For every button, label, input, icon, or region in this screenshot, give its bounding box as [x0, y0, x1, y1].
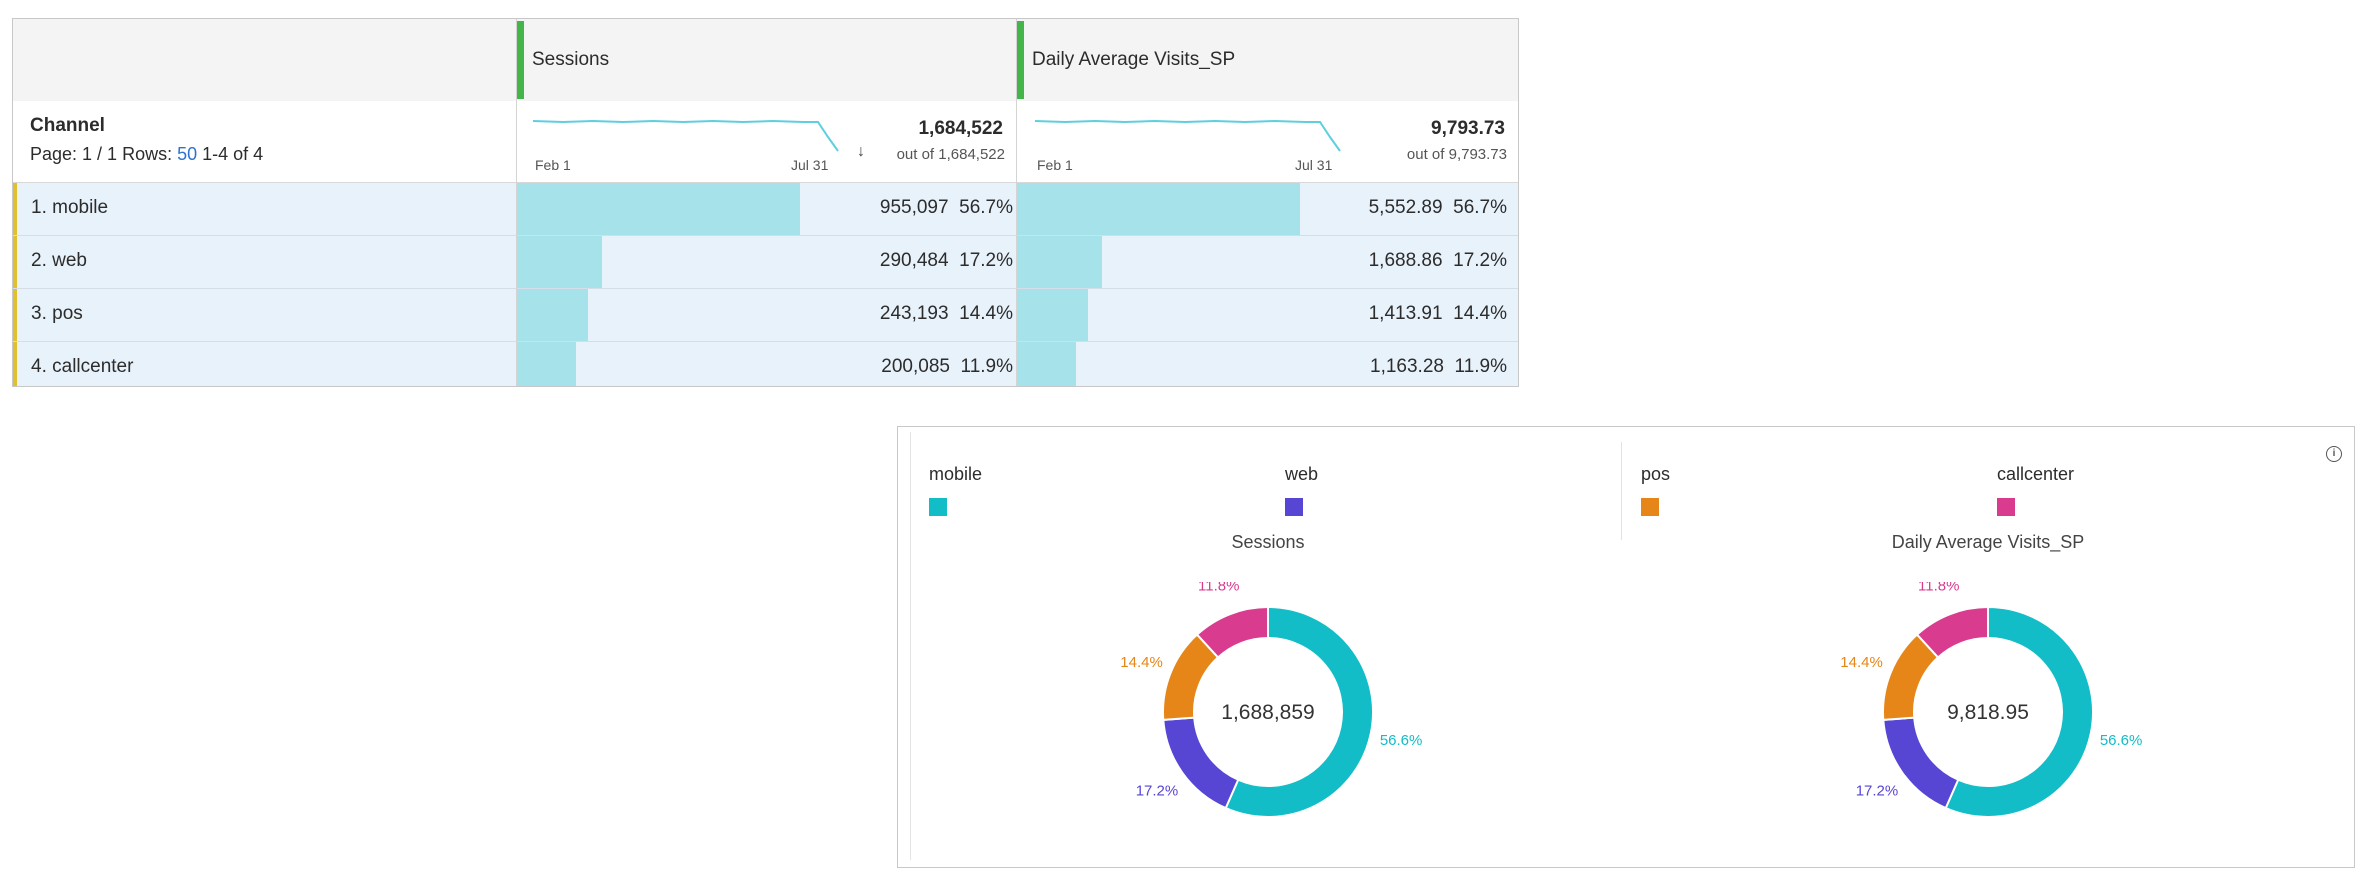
visits-bar	[1016, 236, 1102, 288]
row-selection-indicator	[13, 183, 17, 235]
donut-visualization-panel: mobile web pos callcenter i Sessions Dai…	[897, 426, 2355, 868]
sparkline-end-date: Jul 31	[791, 157, 829, 173]
table-row[interactable]: 1. mobile 955,097 56.7% 5,552.89 56.7%	[13, 183, 1518, 236]
sessions-bar	[516, 236, 602, 288]
page-label: Page: 1 / 1 Rows:	[30, 144, 173, 164]
visits-bar	[1016, 342, 1076, 386]
legend-item-mobile[interactable]: mobile	[911, 444, 1267, 534]
sparkline-start-date: Feb 1	[1037, 157, 1073, 173]
column-title: Sessions	[532, 49, 610, 70]
donut-slice-mobile[interactable]	[1944, 605, 2094, 818]
row-label[interactable]: 1. mobile	[31, 197, 109, 218]
donut-slice-callcenter[interactable]	[1915, 605, 1989, 659]
sessions-cell[interactable]: 200,085 11.9%	[881, 356, 1013, 377]
donut-slice-mobile[interactable]	[1224, 605, 1374, 818]
legend-label: mobile	[929, 464, 983, 484]
donut-center-total: 9,818.95	[1947, 701, 2029, 724]
slice-percent-label: 14.4%	[1120, 654, 1163, 671]
visits-bar	[1016, 289, 1088, 341]
column-header-sessions[interactable]: Sessions	[516, 19, 1016, 101]
table-row[interactable]: 3. pos 243,193 14.4% 1,413.91 14.4%	[13, 289, 1518, 342]
legend-label: pos	[1641, 464, 1671, 484]
sessions-total: 1,684,522	[918, 118, 1003, 139]
row-selection-indicator	[13, 236, 17, 288]
table-row[interactable]: 4. callcenter 200,085 11.9% 1,163.28 11.…	[13, 342, 1518, 386]
visits-total: 9,793.73	[1431, 118, 1505, 139]
visits-donut-chart: 56.6% 17.2% 14.4% 11.8% 9,818.95	[1840, 582, 2143, 818]
sessions-cell[interactable]: 290,484 17.2%	[879, 250, 1013, 271]
slice-percent-label: 11.8%	[1198, 582, 1239, 594]
sessions-donut-chart: 56.6% 17.2% 14.4% 11.8% 1,688,859	[1120, 582, 1423, 818]
row-label[interactable]: 4. callcenter	[31, 356, 134, 377]
pagination: Page: 1 / 1 Rows: 50 1-4 of 4	[30, 144, 263, 165]
column-divider	[516, 19, 517, 386]
slice-percent-label: 17.2%	[1856, 783, 1899, 800]
row-selection-indicator	[13, 342, 17, 386]
legend-swatch	[1641, 498, 1659, 516]
legend-swatch	[1997, 498, 2015, 516]
panel-content: mobile web pos callcenter i Sessions Dai…	[910, 432, 2347, 860]
sessions-cell[interactable]: 243,193 14.4%	[879, 303, 1013, 324]
sparkline-start-date: Feb 1	[535, 157, 571, 173]
donut-center-total: 1,688,859	[1221, 701, 1314, 724]
column-header-daily-average-visits[interactable]: Daily Average Visits_SP	[1016, 19, 1518, 101]
sessions-out-of: out of 1,684,522	[896, 146, 1005, 163]
visits-bar	[1016, 183, 1300, 235]
sort-descending-icon[interactable]: ↓	[857, 143, 865, 160]
sessions-bar	[516, 183, 800, 235]
row-range: 1-4 of 4	[202, 144, 264, 164]
rows-per-page-selector[interactable]: 50	[177, 144, 198, 164]
row-label[interactable]: 3. pos	[31, 303, 83, 324]
slice-percent-label: 11.8%	[1918, 582, 1959, 594]
legend-label: callcenter	[1997, 464, 2075, 484]
sparkline-end-date: Jul 31	[1295, 157, 1333, 173]
column-title: Daily Average Visits_SP	[1032, 49, 1236, 70]
dimension-title: Channel	[30, 115, 105, 136]
sessions-cell[interactable]: 955,097 56.7%	[879, 197, 1013, 218]
visits-sparkline	[1035, 119, 1341, 152]
visits-cell[interactable]: 1,413.91 14.4%	[1368, 303, 1507, 324]
visits-cell[interactable]: 1,688.86 17.2%	[1368, 250, 1507, 271]
sessions-bar	[516, 289, 588, 341]
info-icon[interactable]: i	[2326, 446, 2342, 462]
visits-cell[interactable]: 1,163.28 11.9%	[1370, 356, 1507, 377]
table-row[interactable]: 2. web 290,484 17.2% 1,688.86 17.2%	[13, 236, 1518, 289]
visits-out-of: out of 9,793.73	[1406, 146, 1507, 163]
column-divider	[1016, 19, 1017, 386]
legend-item-pos[interactable]: pos	[1623, 444, 1979, 534]
slice-percent-label: 17.2%	[1136, 783, 1179, 800]
chart-title-daily-average-visits: Daily Average Visits_SP	[1891, 532, 2085, 552]
slice-percent-label: 56.6%	[2100, 732, 2143, 749]
chart-title-sessions: Sessions	[1231, 532, 1305, 552]
summary-row: Channel Page: 1 / 1 Rows: 50 1-4 of 4 Fe…	[13, 101, 1518, 183]
slice-percent-label: 56.6%	[1380, 732, 1423, 749]
sessions-sparkline	[533, 119, 839, 152]
legend-item-web[interactable]: web	[1267, 444, 1623, 534]
legend-swatch	[929, 498, 947, 516]
freeform-table: Sessions Daily Average Visits_SP Channel…	[12, 18, 1519, 387]
legend-divider	[1621, 442, 1622, 540]
slice-percent-label: 14.4%	[1840, 654, 1883, 671]
legend-label: web	[1285, 464, 1319, 484]
row-selection-indicator	[13, 289, 17, 341]
row-label[interactable]: 2. web	[31, 250, 87, 271]
legend-swatch	[1285, 498, 1303, 516]
column-drag-handle[interactable]	[1016, 21, 1024, 99]
visits-cell[interactable]: 5,552.89 56.7%	[1368, 197, 1507, 218]
column-drag-handle[interactable]	[516, 21, 524, 99]
donut-slice-callcenter[interactable]	[1195, 605, 1269, 659]
legend-item-callcenter[interactable]: callcenter	[1979, 444, 2319, 534]
table-header-row: Sessions Daily Average Visits_SP	[13, 19, 1518, 102]
sessions-bar	[516, 342, 576, 386]
